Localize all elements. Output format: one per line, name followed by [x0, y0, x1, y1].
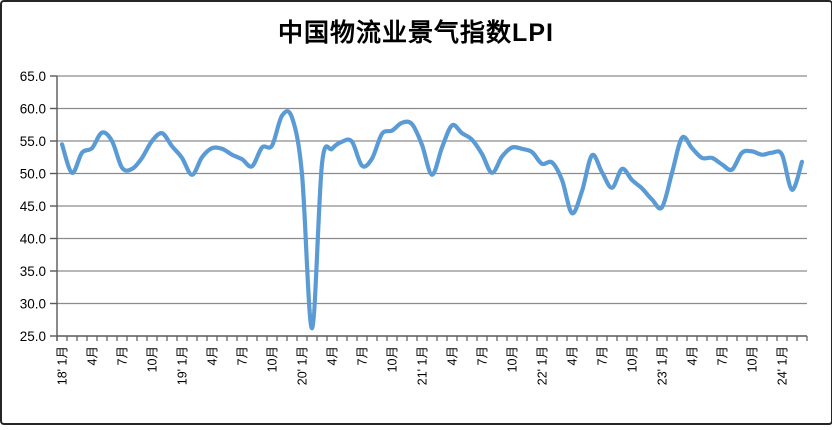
x-tick-label: 4月: [446, 346, 460, 365]
x-tick-label: 4月: [686, 346, 700, 365]
x-tick-label: 10月: [626, 346, 640, 372]
x-tick-label: 4月: [86, 346, 100, 365]
x-tick-label: 7月: [476, 346, 490, 365]
x-tick-label: 22' 1月: [536, 346, 550, 385]
x-tick-label: 7月: [716, 346, 730, 365]
chart-title: 中国物流业景气指数LPI: [278, 19, 554, 47]
x-tick-label: 10月: [146, 346, 160, 372]
y-tick-label: 45.0: [20, 199, 46, 214]
y-tick-label: 60.0: [20, 102, 46, 117]
x-tick-label: 20' 1月: [296, 346, 310, 385]
x-tick-label: 7月: [596, 346, 610, 365]
x-tick-label: 10月: [506, 346, 520, 372]
x-tick-label: 10月: [386, 346, 400, 372]
y-tick-label: 50.0: [20, 167, 46, 182]
x-tick-label: 19' 1月: [176, 346, 190, 385]
y-tick-label: 55.0: [20, 134, 46, 149]
y-tick-label: 40.0: [20, 232, 46, 247]
x-tick-label: 7月: [356, 346, 370, 365]
y-tick-label: 35.0: [20, 264, 46, 279]
x-tick-label: 10月: [266, 346, 280, 372]
y-tick-label: 30.0: [20, 297, 46, 312]
x-tick-label: 10月: [746, 346, 760, 372]
x-tick-label: 4月: [326, 346, 340, 365]
x-tick-label: 4月: [206, 346, 220, 365]
x-tick-label: 7月: [116, 346, 130, 365]
y-tick-label: 65.0: [20, 69, 46, 84]
x-tick-label: 24' 1月: [776, 346, 790, 385]
x-tick-label: 18' 1月: [56, 346, 70, 385]
x-tick-label: 21' 1月: [416, 346, 430, 385]
x-tick-label: 4月: [566, 346, 580, 365]
x-tick-label: 23' 1月: [656, 346, 670, 385]
y-tick-label: 25.0: [20, 329, 46, 344]
lpi-series-line: [59, 109, 805, 331]
x-tick-label: 7月: [236, 346, 250, 365]
